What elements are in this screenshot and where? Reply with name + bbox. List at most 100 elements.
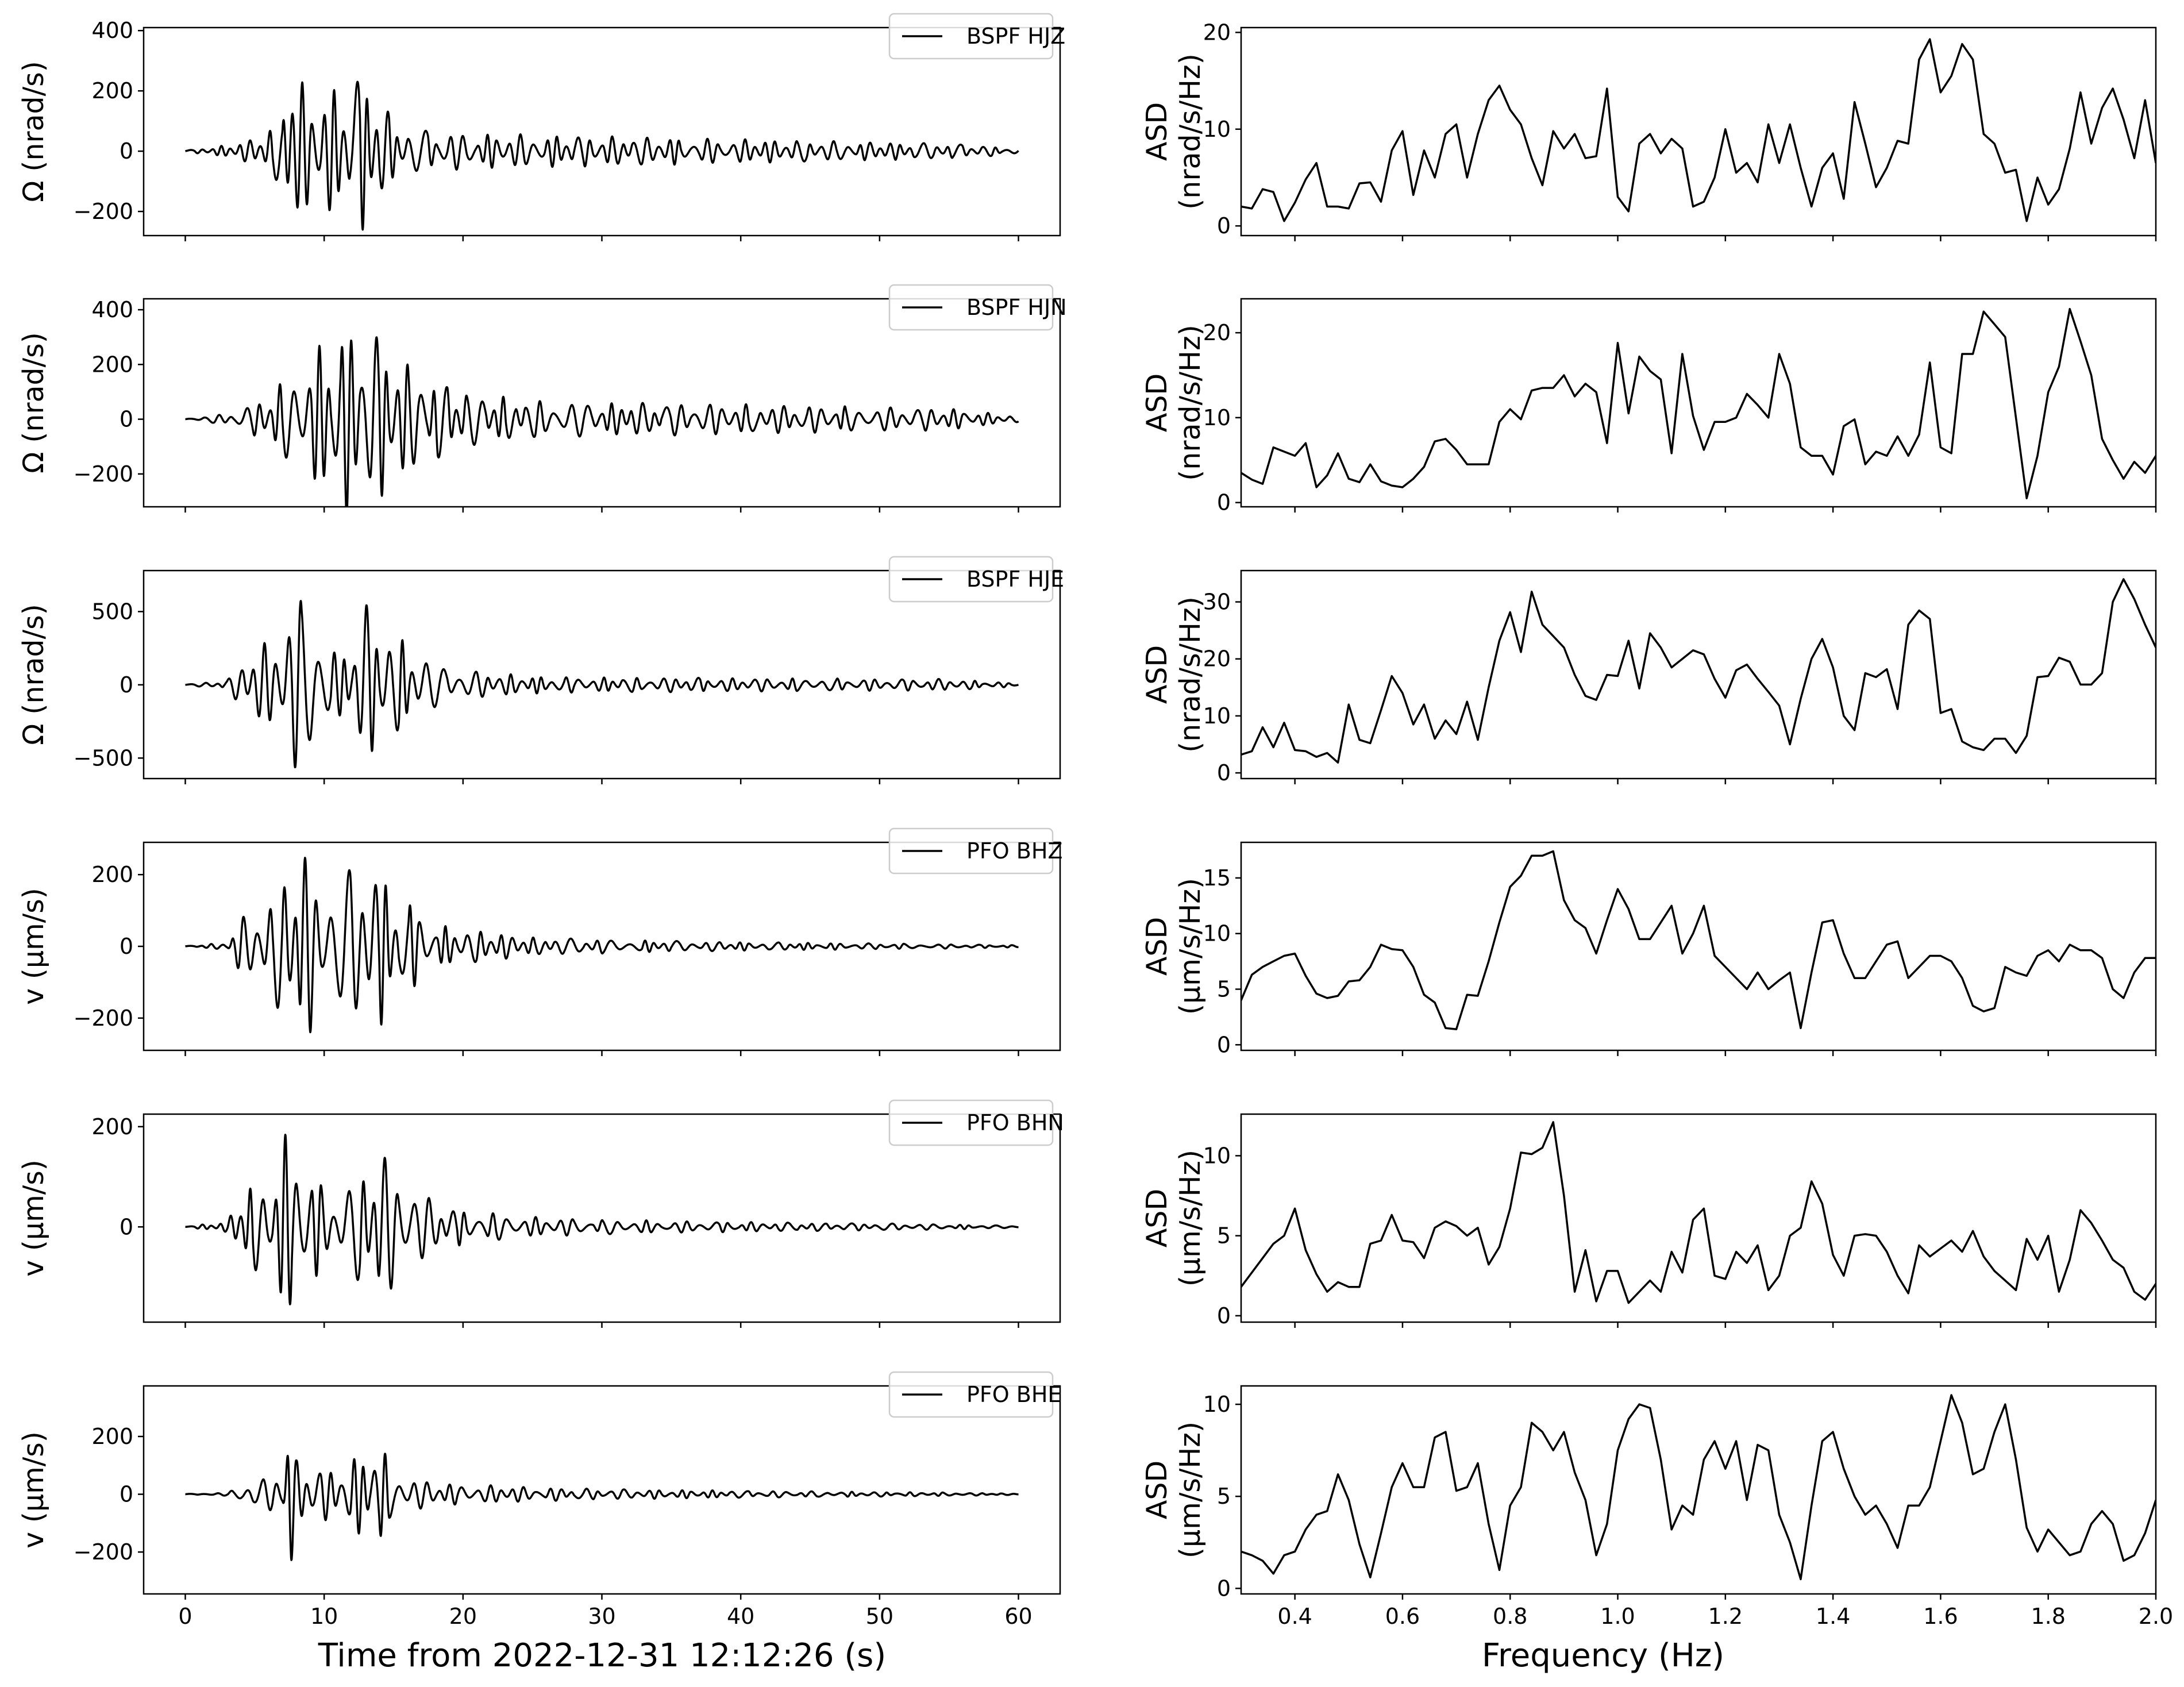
y-axis-label: ASD — [1141, 102, 1173, 161]
y-axis-label: Ω (nrad/s) — [17, 61, 50, 202]
subplot-5: 0 200 v (µm/s) PFO BHN — [17, 1099, 1064, 1328]
subplot-4: −200 0 200 v (µm/s) PFO BHZ — [17, 827, 1062, 1056]
y-axis-label: v (µm/s) — [17, 1160, 50, 1277]
series-line — [1241, 1394, 2156, 1581]
y-tick-label: −500 — [74, 745, 133, 771]
y-tick-label: 20 — [1203, 646, 1231, 672]
legend-box — [888, 284, 1054, 331]
legend-box — [888, 827, 1054, 875]
y-axis-label: v (µm/s) — [17, 1431, 50, 1549]
series-line — [1241, 1121, 2156, 1304]
y-axis-label: ASD — [1141, 645, 1173, 704]
y-tick-label: 10 — [1203, 921, 1231, 946]
y-axis-label: v (µm/s) — [17, 888, 50, 1005]
legend-box — [888, 1099, 1054, 1146]
x-tick-label: 20 — [449, 1604, 477, 1629]
x-tick-label: 2.0 — [2139, 1604, 2173, 1629]
y-tick-label: −200 — [74, 1539, 133, 1565]
y-axis-label: Ω (nrad/s) — [17, 604, 50, 745]
x-tick-label: 1.2 — [1708, 1604, 1743, 1629]
y-tick-label: 0 — [1217, 490, 1231, 515]
y-tick-label: 400 — [91, 18, 133, 43]
x-tick-label: 0 — [178, 1604, 192, 1629]
series-line — [1241, 578, 2156, 764]
y-tick-label: 10 — [1203, 405, 1231, 430]
x-tick-label: 60 — [1004, 1604, 1032, 1629]
y-tick-label: 10 — [1203, 117, 1231, 142]
y-tick-label: 20 — [1203, 20, 1231, 45]
y-tick-label: 10 — [1203, 1392, 1231, 1417]
legend-box — [888, 1371, 1054, 1418]
subplot-12: 0 5 10 0.4 0.6 0.8 1.0 1.2 1.4 1.6 1.8 2.0 ASD (µm/s/… — [1141, 1385, 2173, 1629]
series-line — [184, 336, 1019, 507]
series-line — [1241, 850, 2156, 1030]
y-tick-label: 0 — [1217, 1032, 1231, 1057]
y-tick-label: 5 — [1217, 1484, 1231, 1509]
subplot-9: 0 10 20 30 ASD (nrad/s/Hz) — [1141, 569, 2157, 785]
y-axis-label: Ω (nrad/s) — [17, 332, 50, 473]
series-line — [1241, 38, 2156, 222]
y-tick-label: 200 — [91, 862, 133, 887]
y-tick-label: 0 — [1217, 760, 1231, 785]
y-tick-label: 0 — [1217, 213, 1231, 238]
y-tick-label: 30 — [1203, 590, 1231, 615]
y-axis-label: ASD — [1141, 373, 1173, 432]
y-tick-label: 10 — [1203, 1143, 1231, 1168]
y-tick-label: 200 — [91, 78, 133, 103]
x-tick-label: 10 — [310, 1604, 338, 1629]
y-axis-label-units: (nrad/s/Hz) — [1174, 325, 1207, 481]
y-tick-label: 0 — [120, 1214, 133, 1239]
y-axis-label-units: (µm/s/Hz) — [1174, 878, 1207, 1015]
y-tick-label: 20 — [1203, 320, 1231, 345]
y-tick-label: 0 — [120, 407, 133, 432]
time-axis-label: Time from 2022-12-31 12:12:26 (s) — [318, 1637, 886, 1674]
legend-label: BSPF HJN — [966, 295, 1067, 320]
series-line — [1241, 307, 2156, 499]
y-tick-label: 5 — [1217, 1223, 1231, 1249]
x-tick-label: 1.0 — [1600, 1604, 1635, 1629]
y-tick-label: 500 — [91, 599, 133, 624]
series-line — [184, 80, 1019, 231]
legend-label: PFO BHN — [966, 1110, 1064, 1135]
subplot-2: −200 0 200 400 Ω (nrad/s) BSPF HJN — [17, 284, 1067, 513]
x-tick-label: 0.4 — [1277, 1604, 1312, 1629]
subplot-11: 0 5 10 ASD (µm/s/Hz) — [1141, 1113, 2157, 1328]
x-tick-label: 1.6 — [1923, 1604, 1958, 1629]
y-tick-label: 5 — [1217, 977, 1231, 1002]
subplot-6: −200 0 200 0 10 20 30 40 50 60 v (µm/s) PFO BHE — [17, 1371, 1061, 1629]
series-line — [184, 1453, 1019, 1561]
plot-frame — [1240, 1113, 2157, 1323]
y-tick-label: 200 — [91, 1424, 133, 1449]
y-tick-label: 15 — [1203, 865, 1231, 891]
series-line — [184, 857, 1019, 1034]
frequency-axis-label: Frequency (Hz) — [1482, 1637, 1724, 1674]
y-tick-label: 10 — [1203, 703, 1231, 729]
y-tick-label: 0 — [120, 672, 133, 698]
legend-box — [888, 13, 1054, 60]
y-axis-label-units: (nrad/s/Hz) — [1174, 596, 1207, 753]
legend-box — [888, 556, 1054, 603]
series-line — [184, 1134, 1019, 1305]
x-tick-label: 1.8 — [2031, 1604, 2065, 1629]
legend-label: BSPF HJZ — [966, 24, 1065, 49]
y-tick-label: 200 — [91, 352, 133, 377]
y-tick-label: 400 — [91, 297, 133, 322]
x-tick-label: 40 — [727, 1604, 754, 1629]
y-tick-label: 0 — [120, 138, 133, 164]
x-tick-label: 50 — [866, 1604, 893, 1629]
y-axis-label: ASD — [1141, 917, 1173, 976]
plot-frame — [1240, 1385, 2157, 1595]
y-tick-label: 200 — [91, 1114, 133, 1139]
y-axis-label-units: (nrad/s/Hz) — [1174, 53, 1207, 210]
subplot-7: 0 10 20 ASD (nrad/s/Hz) — [1141, 20, 2157, 241]
y-axis-label-units: (µm/s/Hz) — [1174, 1150, 1207, 1287]
x-tick-label: 30 — [588, 1604, 615, 1629]
y-axis-label: ASD — [1141, 1189, 1173, 1247]
subplot-3: −500 0 500 Ω (nrad/s) BSPF HJE — [17, 556, 1064, 784]
subplot-8: 0 10 20 ASD (nrad/s/Hz) — [1141, 298, 2157, 515]
y-tick-label: 0 — [120, 1482, 133, 1507]
y-tick-label: −200 — [74, 199, 133, 224]
x-tick-label: 1.4 — [1816, 1604, 1850, 1629]
